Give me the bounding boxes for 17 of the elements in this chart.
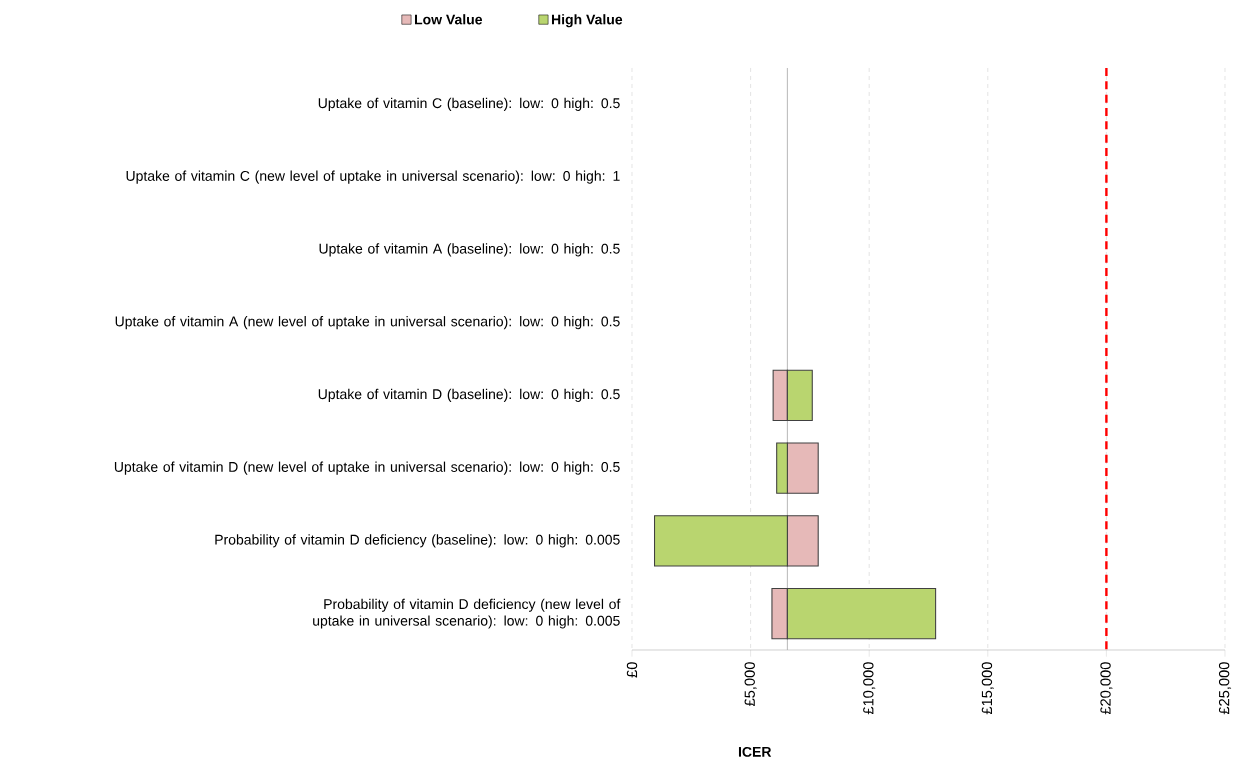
- y-tick-label: Uptake of vitamin D (new level of uptake in universal scenario): low: 0 high: 0.5: [114, 461, 620, 475]
- y-tick-label: Probability of vitamin D deficiency (baseline): low: 0 high: 0.005: [215, 534, 620, 548]
- y-tick-label: Uptake of vitamin A (baseline): low: 0 high: 0.5: [319, 243, 620, 257]
- legend-label: High Value: [551, 14, 623, 28]
- y-tick-label: Uptake of vitamin C (new level of uptake in universal scenario): low: 0 high: 1: [126, 170, 620, 184]
- x-axis-title: ICER: [738, 746, 772, 757]
- x-tick-label: £25,000: [1218, 662, 1232, 715]
- x-tick-label: £5,000: [744, 662, 757, 707]
- y-tick-label: Uptake of vitamin A (new level of uptake in universal scenario): low: 0 high: 0.5: [115, 316, 620, 330]
- x-tick-label: £10,000: [863, 662, 876, 715]
- y-tick-label: Probability of vitamin D deficiency (new level of uptake in universal scenario): low: 0 high: 0.005: [313, 598, 621, 629]
- x-tick-label: £20,000: [1100, 662, 1113, 715]
- x-tick-label: £15,000: [981, 662, 994, 715]
- y-tick-label: Uptake of vitamin D (baseline): low: 0 high: 0.5: [318, 388, 620, 402]
- y-tick-label: Uptake of vitamin C (baseline): low: 0 high: 0.5: [318, 97, 620, 111]
- x-tick-label: £0: [626, 662, 638, 678]
- legend-label: Low Value: [414, 14, 483, 25]
